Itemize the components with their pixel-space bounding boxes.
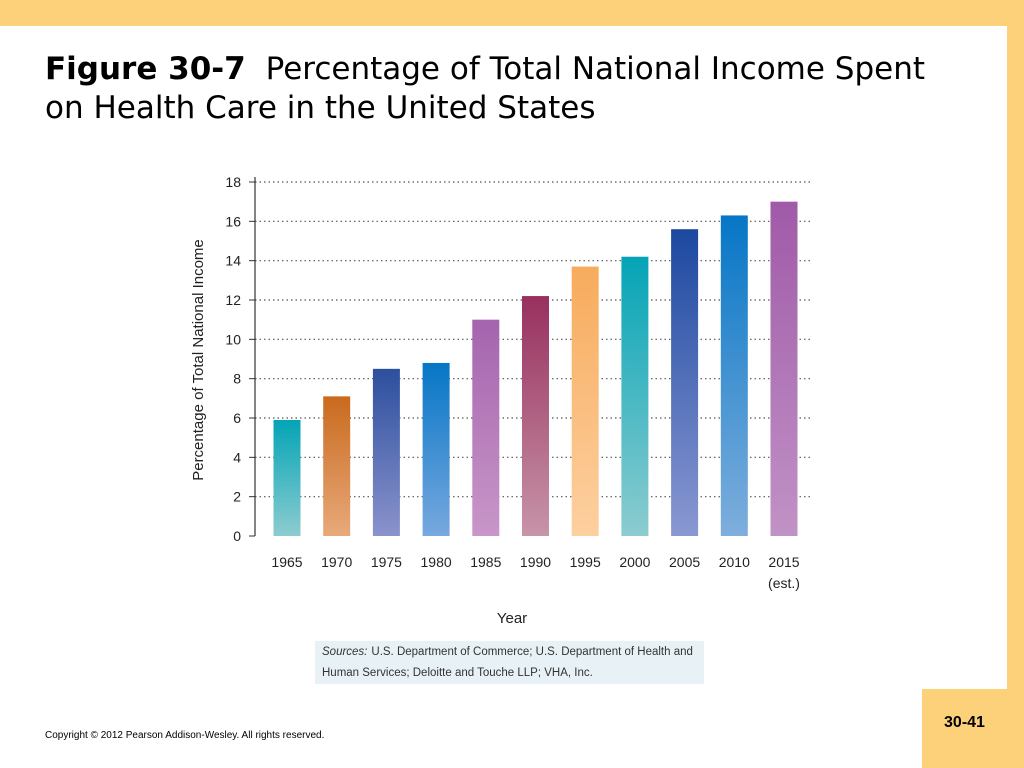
x-tick-label: 2010 [719, 554, 750, 570]
y-tick-label: 12 [225, 292, 241, 308]
bar-1970 [323, 396, 351, 536]
bar-1985 [472, 319, 500, 536]
x-tick-label: 1970 [321, 554, 352, 570]
x-tick-label: 1980 [421, 554, 452, 570]
x-tick-label: 1965 [271, 554, 302, 570]
bar-2010 [720, 215, 748, 536]
bar-2015 [770, 201, 798, 536]
bar-1965 [273, 419, 301, 536]
x-tick-label: 1995 [570, 554, 601, 570]
bars [273, 201, 798, 536]
bar-1980 [422, 362, 450, 536]
sources-text: U.S. Department of Commerce; U.S. Depart… [322, 646, 693, 679]
x-tick-sublabel: (est.) [768, 575, 800, 591]
y-tick-label: 10 [225, 331, 241, 347]
bar-1995 [571, 266, 599, 536]
sources-note: Sources: U.S. Department of Commerce; U.S… [315, 641, 704, 684]
bar-1990 [522, 296, 549, 536]
y-tick-label: 14 [225, 253, 241, 269]
x-tick-label: 2005 [669, 554, 700, 570]
y-axis-title: Percentage of Total National Income [190, 239, 207, 481]
x-axis-title: Year [497, 610, 527, 627]
page-number: 30-41 [944, 714, 985, 731]
y-tick-label: 6 [233, 410, 241, 426]
sources-label: Sources: [322, 646, 368, 658]
y-ticks: 0 2 4 6 8 10 12 14 16 18 [225, 174, 255, 544]
y-tick-label: 2 [233, 489, 241, 505]
bar-2000 [621, 256, 649, 536]
y-tick-label: 18 [225, 174, 241, 190]
figure-label: Figure 30-7 [45, 51, 246, 87]
page-number-box [922, 689, 1007, 768]
y-tick-label: 8 [233, 371, 241, 387]
x-tick-label: 1990 [520, 554, 551, 570]
figure-title: Percentage of Total National Income Spen… [45, 51, 926, 126]
bar-2005 [671, 229, 699, 536]
x-tick-label: 2015 [768, 554, 799, 570]
y-tick-label: 4 [233, 449, 241, 465]
x-ticks: 1965 1970 1975 1980 1985 1990 1995 2000 2005 2010… [271, 554, 800, 591]
x-tick-label: 1975 [371, 554, 402, 570]
y-tick-label: 16 [225, 213, 241, 229]
bar-1975 [372, 368, 400, 536]
x-tick-label: 2000 [619, 554, 650, 570]
gridlines [255, 181, 812, 498]
slide-title: Figure 30-7 Percentage of Total National… [45, 50, 965, 128]
y-tick-label: 0 [233, 528, 241, 544]
x-tick-label: 1985 [470, 554, 501, 570]
copyright-notice: Copyright © 2012 Pearson Addison-Wesley.… [45, 730, 325, 741]
